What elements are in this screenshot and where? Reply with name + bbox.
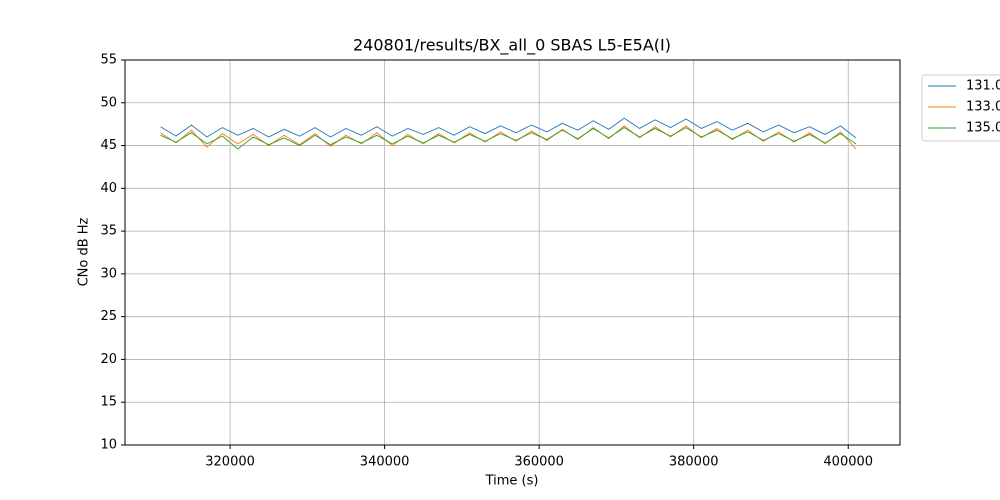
x-tick-label: 320000: [205, 455, 255, 470]
series-line: [160, 127, 857, 150]
y-tick-label: 20: [100, 352, 117, 367]
x-axis-label: Time (s): [485, 474, 539, 489]
y-tick-label: 25: [100, 309, 117, 324]
x-tick-label: 380000: [669, 455, 719, 470]
y-axis-label: CNo dB Hz: [77, 217, 92, 286]
y-tick-label: 35: [100, 224, 117, 239]
y-tick-label: 15: [100, 395, 117, 410]
x-tick-label: 360000: [514, 455, 564, 470]
chart-title: 240801/results/BX_all_0 SBAS L5-E5A(I): [353, 36, 671, 56]
legend-label: 131.0: [966, 79, 1000, 94]
legend-label: 135.0: [966, 121, 1000, 136]
y-tick-label: 10: [100, 438, 117, 453]
y-tick-label: 45: [100, 138, 117, 153]
x-tick-label: 400000: [823, 455, 873, 470]
y-tick-label: 40: [100, 181, 117, 196]
axes-frame: [124, 59, 901, 446]
series-line: [160, 117, 857, 139]
legend-label: 133.0: [966, 100, 1000, 115]
y-tick-label: 50: [100, 95, 117, 110]
y-tick-label: 30: [100, 266, 117, 281]
y-tick-label: 55: [100, 53, 117, 68]
legend-box: [921, 74, 1000, 142]
x-tick-label: 340000: [360, 455, 410, 470]
